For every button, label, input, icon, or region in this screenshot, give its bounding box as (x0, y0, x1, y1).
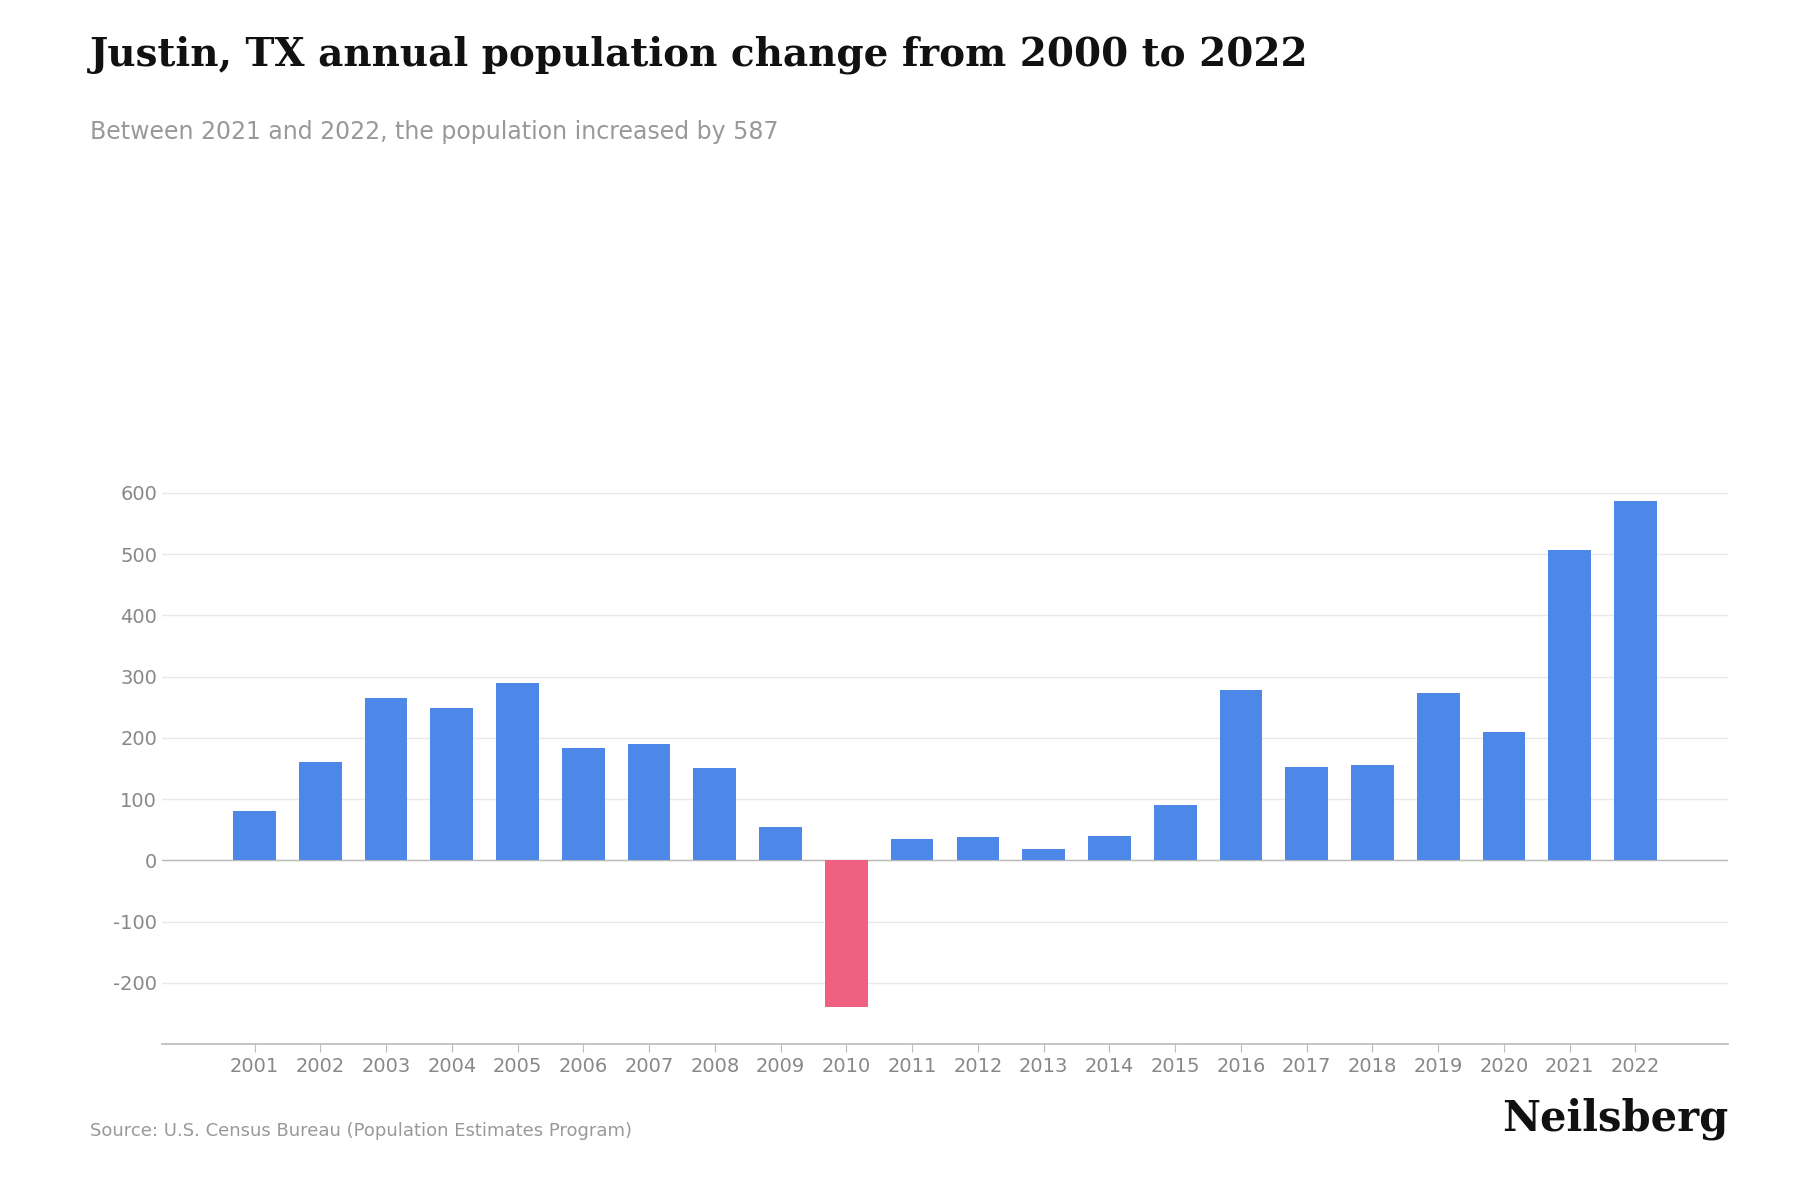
Bar (1548, 550, 1591, 860)
Bar (824, 860, 868, 1007)
Bar (1022, 850, 1066, 860)
Bar (1220, 690, 1262, 860)
Bar (628, 744, 670, 860)
Text: Neilsberg: Neilsberg (1501, 1098, 1728, 1140)
Text: Between 2021 and 2022, the population increased by 587: Between 2021 and 2022, the population in… (90, 120, 778, 144)
Bar (1154, 805, 1197, 860)
Bar (891, 839, 934, 860)
Text: Source: U.S. Census Bureau (Population Estimates Program): Source: U.S. Census Bureau (Population E… (90, 1122, 632, 1140)
Bar (562, 749, 605, 860)
Bar (1285, 767, 1328, 860)
Bar (693, 768, 736, 860)
Bar (1615, 500, 1656, 860)
Bar (497, 683, 538, 860)
Bar (760, 827, 803, 860)
Bar (1417, 694, 1460, 860)
Bar (1352, 766, 1393, 860)
Bar (956, 838, 999, 860)
Bar (234, 811, 275, 860)
Bar (1483, 732, 1525, 860)
Bar (365, 698, 407, 860)
Bar (1087, 836, 1130, 860)
Text: Justin, TX annual population change from 2000 to 2022: Justin, TX annual population change from… (90, 36, 1309, 74)
Bar (299, 762, 342, 860)
Bar (430, 708, 473, 860)
